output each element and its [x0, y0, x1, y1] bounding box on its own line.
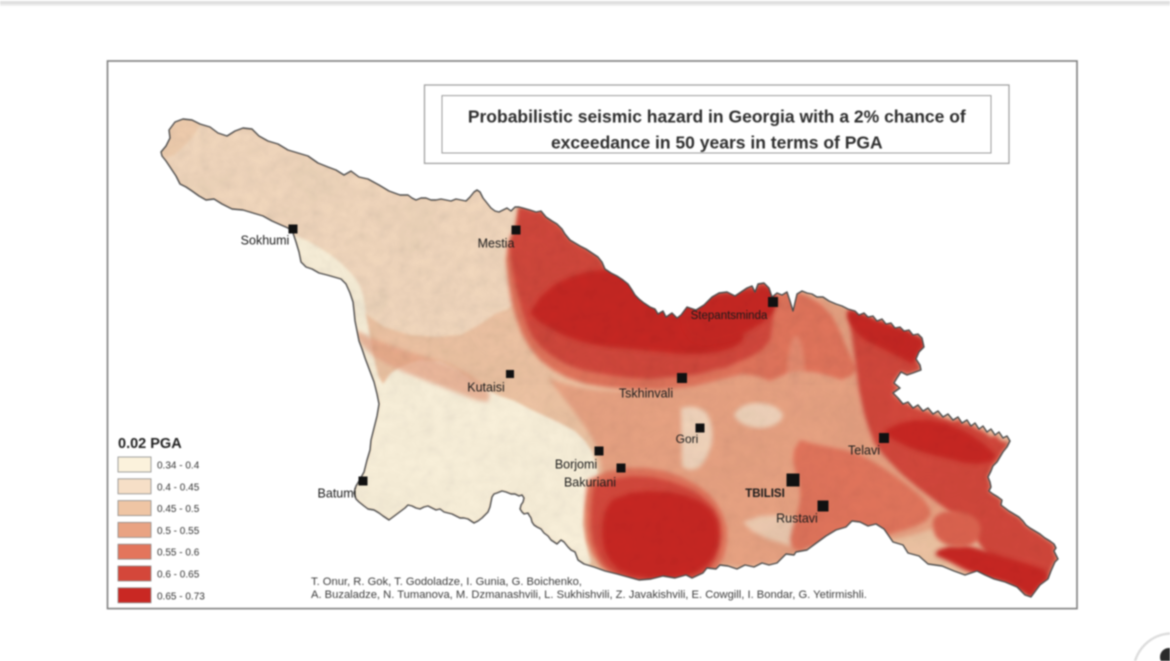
svg-text:Borjomi: Borjomi: [555, 457, 597, 471]
svg-text:Telavi: Telavi: [848, 443, 880, 457]
svg-text:0.65 - 0.73: 0.65 - 0.73: [157, 591, 205, 602]
svg-text:Mestia: Mestia: [478, 236, 515, 250]
svg-text:0.02 PGA: 0.02 PGA: [118, 436, 182, 452]
svg-text:0.45 - 0.5: 0.45 - 0.5: [157, 504, 200, 515]
svg-text:TBILISI: TBILISI: [745, 488, 785, 500]
svg-text:0.6 - 0.65: 0.6 - 0.65: [157, 570, 200, 581]
svg-text:0.4 - 0.45: 0.4 - 0.45: [157, 482, 200, 493]
svg-text:Stepantsminda: Stepantsminda: [691, 310, 768, 322]
svg-text:Tskhinvali: Tskhinvali: [619, 386, 673, 400]
svg-text:exceedance in 50 years in term: exceedance in 50 years in terms of PGA: [551, 133, 883, 153]
svg-text:Kutaisi: Kutaisi: [467, 380, 505, 394]
svg-text:A. Buzaladze, N. Tumanova, M.: A. Buzaladze, N. Tumanova, M. Dzmanashvi…: [311, 589, 867, 601]
svg-text:0.55 - 0.6: 0.55 - 0.6: [157, 548, 200, 559]
svg-text:T. Onur, R. Gok, T. Godoladze,: T. Onur, R. Gok, T. Godoladze, I. Gunia,…: [311, 576, 582, 588]
svg-text:Gori: Gori: [676, 432, 699, 446]
svg-text:0.34 - 0.4: 0.34 - 0.4: [157, 461, 200, 472]
svg-text:Batumi: Batumi: [318, 486, 357, 500]
svg-text:Rustavi: Rustavi: [776, 511, 818, 525]
svg-text:Sokhumi: Sokhumi: [241, 233, 290, 247]
svg-text:0.5 - 0.55: 0.5 - 0.55: [157, 526, 200, 537]
svg-text:Probabilistic seismic hazard i: Probabilistic seismic hazard in Georgia …: [468, 107, 966, 127]
svg-text:Bakuriani: Bakuriani: [564, 475, 616, 489]
